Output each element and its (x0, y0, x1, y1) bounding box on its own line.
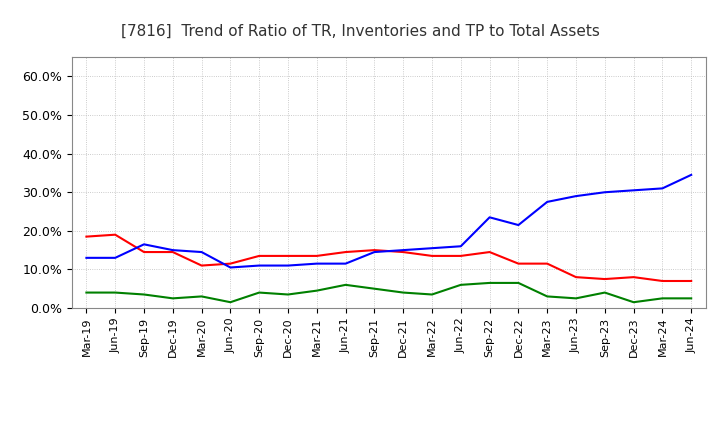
Trade Payables (341, 282, 350, 287)
Line: Trade Payables: Trade Payables (86, 283, 691, 302)
Trade Payables (514, 280, 523, 286)
Inventories (140, 242, 148, 247)
Inventories (687, 172, 696, 177)
Trade Receivables (82, 234, 91, 239)
Trade Receivables (399, 249, 408, 255)
Trade Payables (399, 290, 408, 295)
Trade Receivables (485, 249, 494, 255)
Text: [7816]  Trend of Ratio of TR, Inventories and TP to Total Assets: [7816] Trend of Ratio of TR, Inventories… (120, 23, 600, 38)
Trade Receivables (197, 263, 206, 268)
Inventories (428, 246, 436, 251)
Trade Receivables (168, 249, 177, 255)
Trade Receivables (341, 249, 350, 255)
Trade Payables (687, 296, 696, 301)
Inventories (658, 186, 667, 191)
Inventories (370, 249, 379, 255)
Inventories (82, 255, 91, 260)
Trade Payables (82, 290, 91, 295)
Trade Receivables (140, 249, 148, 255)
Trade Receivables (312, 253, 321, 259)
Trade Payables (485, 280, 494, 286)
Trade Receivables (226, 261, 235, 266)
Inventories (572, 194, 580, 199)
Inventories (197, 249, 206, 255)
Trade Payables (168, 296, 177, 301)
Inventories (543, 199, 552, 205)
Trade Payables (197, 294, 206, 299)
Trade Receivables (514, 261, 523, 266)
Trade Payables (370, 286, 379, 291)
Trade Payables (543, 294, 552, 299)
Trade Payables (428, 292, 436, 297)
Trade Payables (572, 296, 580, 301)
Trade Receivables (687, 279, 696, 284)
Inventories (600, 190, 609, 195)
Inventories (341, 261, 350, 266)
Trade Payables (140, 292, 148, 297)
Trade Payables (111, 290, 120, 295)
Trade Receivables (600, 276, 609, 282)
Trade Receivables (456, 253, 465, 259)
Inventories (226, 265, 235, 270)
Trade Receivables (543, 261, 552, 266)
Trade Receivables (572, 275, 580, 280)
Inventories (312, 261, 321, 266)
Trade Receivables (658, 279, 667, 284)
Inventories (255, 263, 264, 268)
Inventories (514, 222, 523, 227)
Inventories (456, 244, 465, 249)
Trade Payables (284, 292, 292, 297)
Trade Payables (629, 300, 638, 305)
Trade Payables (255, 290, 264, 295)
Trade Payables (600, 290, 609, 295)
Inventories (399, 247, 408, 253)
Trade Receivables (370, 247, 379, 253)
Inventories (168, 247, 177, 253)
Trade Receivables (255, 253, 264, 259)
Inventories (111, 255, 120, 260)
Line: Inventories: Inventories (86, 175, 691, 268)
Inventories (629, 188, 638, 193)
Trade Payables (456, 282, 465, 287)
Trade Payables (658, 296, 667, 301)
Inventories (485, 215, 494, 220)
Trade Receivables (428, 253, 436, 259)
Inventories (284, 263, 292, 268)
Trade Payables (312, 288, 321, 293)
Trade Receivables (284, 253, 292, 259)
Trade Receivables (111, 232, 120, 237)
Line: Trade Receivables: Trade Receivables (86, 235, 691, 281)
Trade Receivables (629, 275, 638, 280)
Trade Payables (226, 300, 235, 305)
